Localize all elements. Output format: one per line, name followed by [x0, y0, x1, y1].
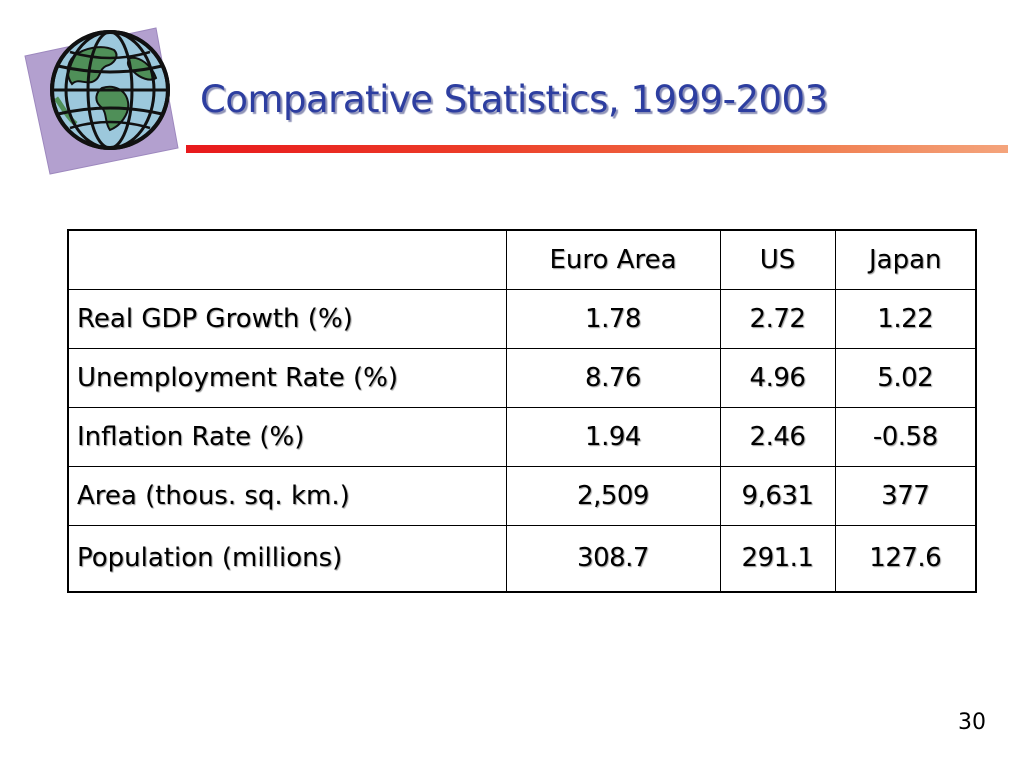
cell-value: 127.6: [834, 524, 977, 593]
cell-value: 2,509: [505, 465, 721, 526]
cell-value: 1.22: [834, 288, 977, 349]
cell-value: 2.72: [719, 288, 836, 349]
table-row: Real GDP Growth (%) 1.78 2.72 1.22: [67, 288, 977, 349]
row-label-area: Area (thous. sq. km.): [67, 465, 507, 526]
cell-value: 1.78: [505, 288, 721, 349]
slide-page-number: 30: [958, 710, 986, 735]
row-label-population: Population (millions): [67, 524, 507, 593]
slide-title: Comparative Statistics, 1999-2003: [200, 78, 828, 121]
table-row: Population (millions) 308.7 291.1 127.6: [67, 524, 977, 593]
header-cell-blank: [67, 229, 507, 290]
header-cell-us: US: [719, 229, 836, 290]
row-label-unemployment-rate: Unemployment Rate (%): [67, 347, 507, 408]
header-cell-japan: Japan: [834, 229, 977, 290]
header-cell-euro-area: Euro Area: [505, 229, 721, 290]
cell-value: 5.02: [834, 347, 977, 408]
cell-value: 9,631: [719, 465, 836, 526]
cell-value: 2.46: [719, 406, 836, 467]
cell-value: 1.94: [505, 406, 721, 467]
comparative-statistics-table: Euro Area US Japan Real GDP Growth (%) 1…: [67, 229, 977, 593]
cell-value: 291.1: [719, 524, 836, 593]
table-row: Area (thous. sq. km.) 2,509 9,631 377: [67, 465, 977, 526]
globe-clipart: [24, 27, 179, 175]
cell-value: -0.58: [834, 406, 977, 467]
cell-value: 4.96: [719, 347, 836, 408]
cell-value: 308.7: [505, 524, 721, 593]
row-label-real-gdp-growth: Real GDP Growth (%): [67, 288, 507, 349]
cell-value: 377: [834, 465, 977, 526]
row-label-inflation-rate: Inflation Rate (%): [67, 406, 507, 467]
title-underline: [186, 145, 1008, 153]
table-row: Inflation Rate (%) 1.94 2.46 -0.58: [67, 406, 977, 467]
cell-value: 8.76: [505, 347, 721, 408]
table-row: Unemployment Rate (%) 8.76 4.96 5.02: [67, 347, 977, 408]
table-header-row: Euro Area US Japan: [67, 229, 977, 290]
globe-icon: [22, 26, 190, 178]
